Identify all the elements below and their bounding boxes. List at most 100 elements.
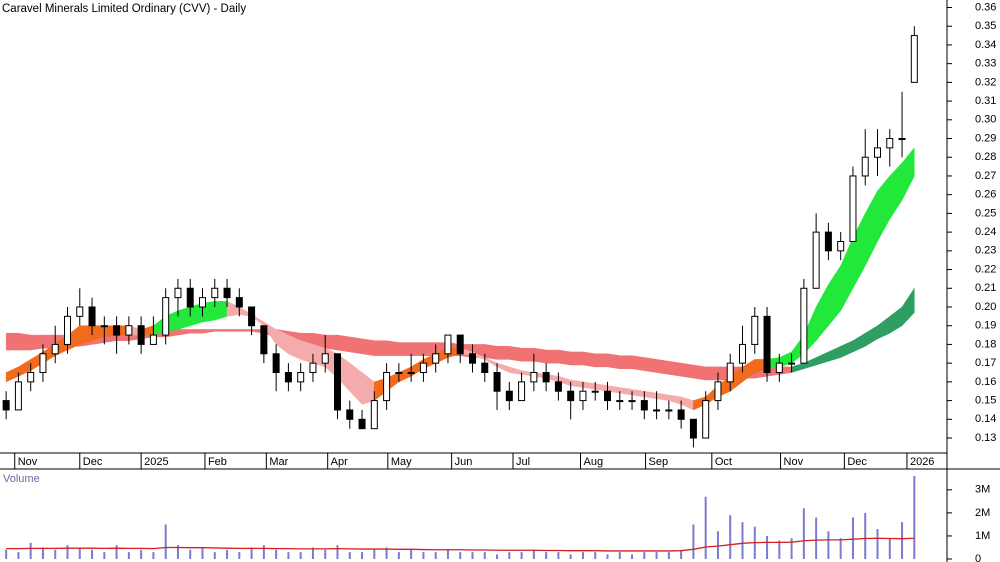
volume-bar [704,496,707,559]
volume-bar [5,549,8,559]
candle-body [419,362,427,374]
candle-body [653,409,661,412]
candle-body [530,372,538,383]
long-ribbon [693,364,706,381]
candle-body [849,175,857,242]
x-tick-label: Mar [269,456,288,468]
y-tick-label: 0.21 [975,282,996,294]
long-ribbon [361,338,375,356]
candle-body [874,147,881,158]
long-ribbon [18,332,31,351]
long-ribbon [619,355,633,370]
candle-body [567,390,575,402]
candle-body [137,325,145,345]
candle-body [260,325,268,355]
long-ribbon [226,329,240,332]
long-ribbon [349,336,363,355]
candle-body [284,372,292,383]
volume-bar [778,540,781,559]
volume-bar [410,549,413,559]
candle-body [812,231,820,289]
candle-body [726,362,734,383]
candle-body [788,362,796,365]
volume-bar [152,552,155,559]
short-ribbon [300,340,314,364]
volume-y-tick-label: 1M [975,530,990,542]
candle-body [334,353,341,411]
candle-body [211,287,219,299]
x-tick-label: Oct [715,456,732,468]
candle-body [432,353,440,364]
volume-bar [201,547,204,559]
volume-bar [140,549,143,559]
volume-bar [827,531,830,559]
candle-body [297,372,305,383]
x-tick-label: Jun [455,456,473,468]
candle-body [125,325,133,336]
y-tick-label: 0.30 [975,114,996,126]
y-tick-label: 0.25 [975,207,996,219]
candle-body [763,315,771,374]
candle-body [481,362,489,374]
y-tick-label: 0.19 [975,320,996,332]
x-tick-label: Jul [516,456,530,468]
volume-bar [655,552,658,559]
x-tick-label: Sep [649,456,669,468]
long-ribbon [705,366,719,381]
candle-body [248,306,256,327]
candle-body [665,409,673,412]
candle-body [64,315,71,345]
volume-bar [864,512,867,559]
volume-bar [851,517,854,559]
volume-bar [716,531,719,559]
candle-body [739,343,746,364]
y-tick-label: 0.35 [975,20,996,32]
volume-bar [299,552,302,559]
volume-bar [226,549,229,559]
volume-bar [446,549,449,559]
y-tick-label: 0.18 [975,338,996,350]
volume-bar [815,517,818,559]
x-tick-label: 2025 [144,456,168,468]
volume-bar [729,515,732,559]
long-ribbon [656,359,670,375]
volume-bar [459,552,462,559]
long-ribbon [644,357,657,373]
candle-body [469,353,476,364]
long-ribbon [668,360,682,377]
candle-body [51,343,59,355]
candle-body [505,390,513,402]
y-tick-label: 0.29 [975,132,996,144]
long-ribbon [680,362,694,379]
volume-bar [581,552,584,559]
volume-bar [483,552,486,559]
x-tick-label: 2026 [910,456,934,468]
volume-bar [692,524,695,559]
long-ribbon [337,334,351,353]
y-tick-label: 0.20 [975,301,996,313]
candle-body [444,334,452,355]
candle-body [27,372,35,383]
candle-body [186,287,194,308]
volume-bar [127,552,130,559]
y-tick-label: 0.34 [975,39,996,51]
volume-bar [532,549,535,559]
y-tick-label: 0.13 [975,432,996,444]
volume-bar [115,545,118,559]
volume-bar [17,552,20,559]
volume-bar [667,552,670,559]
y-tick-label: 0.27 [975,170,996,182]
chart-title: Caravel Minerals Limited Ordinary (CVV) … [2,3,246,15]
long-ribbon [189,329,203,334]
long-ribbon [386,340,400,356]
candle-body [309,362,317,374]
volume-bar [78,547,81,559]
volume-bar [901,522,904,559]
candle-body [223,287,231,299]
volume-bar [557,552,560,559]
candle-body [174,287,182,299]
volume-bar [238,552,241,559]
volume-bar [913,476,916,559]
candle-body [407,372,415,375]
